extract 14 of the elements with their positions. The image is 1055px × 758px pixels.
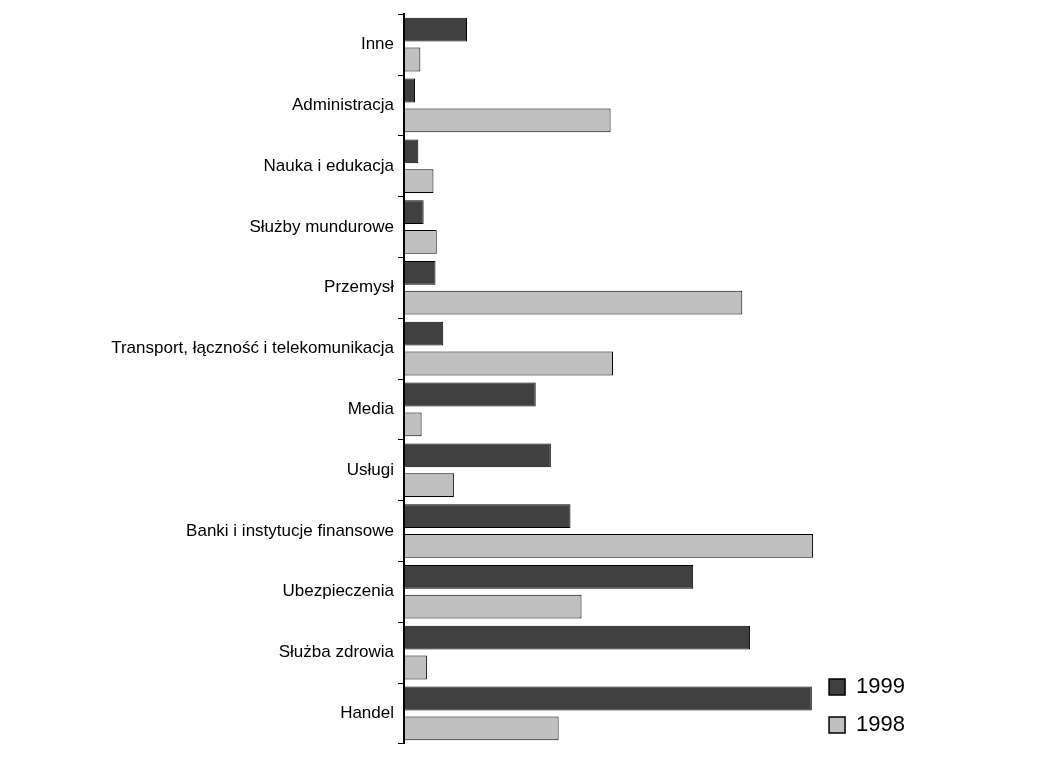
- legend-label: 1999: [856, 673, 906, 699]
- y-tick-label: Transport, łączność i telekomunikacja: [111, 338, 395, 358]
- y-tick-label: Służby mundurowe: [249, 216, 394, 236]
- y-tick-label: Służba zdrowia: [278, 642, 395, 662]
- legend-label: 1998: [856, 711, 906, 737]
- y-tick-label: Handel: [340, 703, 394, 723]
- y-tick-label: Nauka i edukacja: [263, 155, 395, 175]
- y-tick-label: Usługi: [346, 459, 394, 479]
- y-tick-label: Inne: [360, 34, 394, 54]
- y-tick-label: Media: [347, 399, 395, 419]
- y-tick-label: Banki i instytucje finansowe: [186, 520, 394, 540]
- y-tick-label: Administracja: [291, 95, 395, 115]
- y-tick-label: Przemysł: [324, 277, 395, 297]
- y-tick-label: Ubezpieczenia: [282, 581, 395, 601]
